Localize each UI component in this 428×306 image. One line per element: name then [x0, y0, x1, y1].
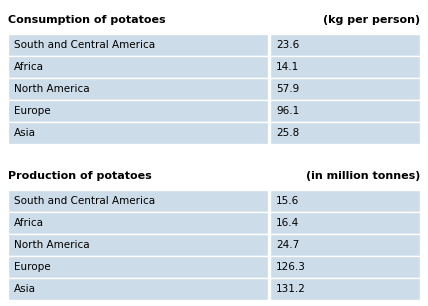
- Text: Europe: Europe: [14, 106, 51, 116]
- Bar: [270, 122, 420, 144]
- Bar: [8, 190, 268, 212]
- Bar: [8, 234, 268, 256]
- Bar: [8, 78, 268, 100]
- Bar: [270, 212, 420, 234]
- Text: 24.7: 24.7: [276, 240, 299, 250]
- Bar: [270, 234, 420, 256]
- Text: 96.1: 96.1: [276, 106, 299, 116]
- Text: 23.6: 23.6: [276, 40, 299, 50]
- Text: 16.4: 16.4: [276, 218, 299, 228]
- Bar: [8, 100, 268, 122]
- Text: Asia: Asia: [14, 128, 36, 138]
- Text: North America: North America: [14, 240, 89, 250]
- Bar: [8, 34, 268, 56]
- Text: 25.8: 25.8: [276, 128, 299, 138]
- Text: South and Central America: South and Central America: [14, 40, 155, 50]
- Text: (in million tonnes): (in million tonnes): [306, 171, 420, 181]
- Bar: [8, 212, 268, 234]
- Text: 57.9: 57.9: [276, 84, 299, 94]
- Bar: [270, 256, 420, 278]
- Bar: [270, 100, 420, 122]
- Bar: [270, 78, 420, 100]
- Text: North America: North America: [14, 84, 89, 94]
- Bar: [8, 278, 268, 300]
- Text: Asia: Asia: [14, 284, 36, 294]
- Text: Production of potatoes: Production of potatoes: [8, 171, 152, 181]
- Text: Consumption of potatoes: Consumption of potatoes: [8, 15, 166, 25]
- Text: 14.1: 14.1: [276, 62, 299, 72]
- Bar: [270, 56, 420, 78]
- Bar: [8, 56, 268, 78]
- Text: Africa: Africa: [14, 62, 44, 72]
- Text: Africa: Africa: [14, 218, 44, 228]
- Text: 126.3: 126.3: [276, 262, 306, 272]
- Text: (kg per person): (kg per person): [323, 15, 420, 25]
- Text: South and Central America: South and Central America: [14, 196, 155, 206]
- Text: Europe: Europe: [14, 262, 51, 272]
- Text: 15.6: 15.6: [276, 196, 299, 206]
- Bar: [270, 190, 420, 212]
- Bar: [270, 278, 420, 300]
- Bar: [8, 256, 268, 278]
- Bar: [270, 34, 420, 56]
- Text: 131.2: 131.2: [276, 284, 306, 294]
- Bar: [8, 122, 268, 144]
